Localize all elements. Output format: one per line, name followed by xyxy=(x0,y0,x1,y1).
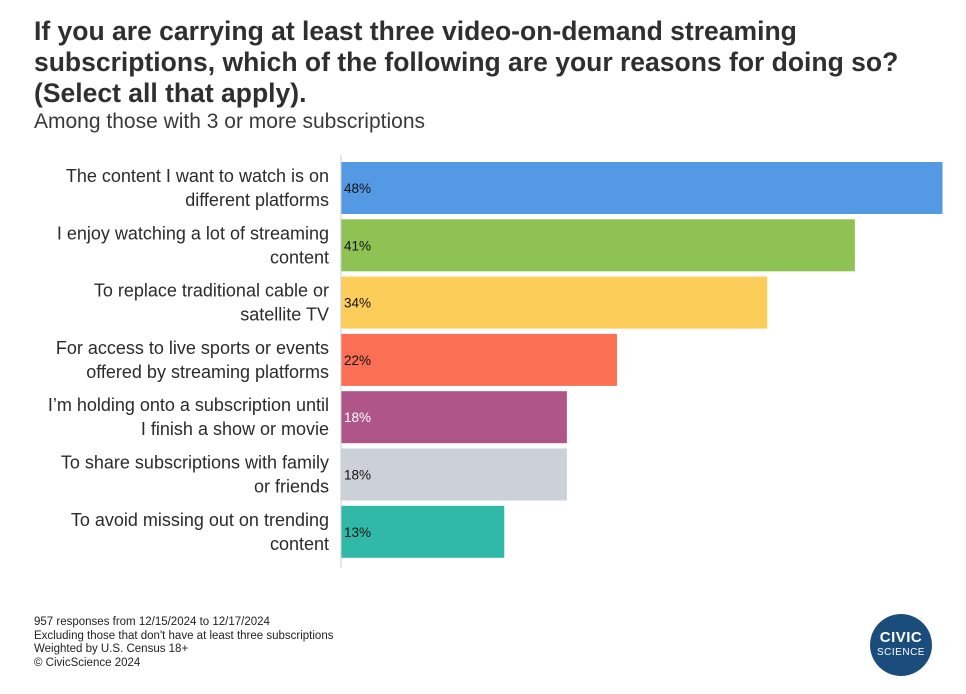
category-label-6-line-1: To share subscriptions with family xyxy=(61,453,329,473)
category-label-5: I’m holding onto a subscription until I f… xyxy=(48,395,329,439)
bar-value-label-7: 13% xyxy=(344,525,371,540)
category-label-1-line-2: different platforms xyxy=(185,190,329,210)
bar-value-label-3: 34% xyxy=(344,296,371,311)
footer-copyright: © CivicScience 2024 xyxy=(34,656,141,669)
category-label-2-line-2: content xyxy=(270,247,329,267)
bar-value-label-5: 18% xyxy=(344,410,371,425)
bar-value-label-4: 22% xyxy=(344,353,371,368)
category-label-2: I enjoy watching a lot of streaming conte… xyxy=(57,223,329,267)
bar-6 xyxy=(341,448,567,501)
footer-weighting: Weighted by U.S. Census 18+ xyxy=(34,643,189,656)
civicscience-logo: CIVIC SCIENCE xyxy=(870,614,932,676)
category-label-3: To replace traditional cable or satellite… xyxy=(94,281,329,325)
bar-7 xyxy=(341,505,505,558)
category-label-6-line-2: or friends xyxy=(254,477,329,497)
bar-value-label-6: 18% xyxy=(344,468,371,483)
category-label-7-line-2: content xyxy=(270,534,329,554)
footer-exclusion: Excluding those that don't have at least… xyxy=(34,629,334,642)
bar-chart: 48% The content I want to watch is on diff… xyxy=(0,150,966,575)
footer-responses: 957 responses from 12/15/2024 to 12/17/2… xyxy=(34,616,270,628)
category-label-6: To share subscriptions with family or fri… xyxy=(61,453,329,497)
chart-subtitle: Among those with 3 or more subscriptions xyxy=(34,110,426,133)
bar-value-label-1: 48% xyxy=(344,181,371,196)
category-label-4-line-2: offered by streaming platforms xyxy=(86,362,329,382)
bar-value-label-2: 41% xyxy=(344,238,371,253)
category-label-1-line-1: The content I want to watch is on xyxy=(66,166,329,186)
category-label-4-line-1: For access to live sports or events xyxy=(56,338,329,358)
bar-2 xyxy=(341,219,855,272)
bar-5 xyxy=(341,391,567,444)
bar-4 xyxy=(341,333,617,386)
logo-line-2: SCIENCE xyxy=(877,647,925,658)
category-label-5-line-2: I finish a show or movie xyxy=(141,419,329,439)
bar-chart-svg: 48% The content I want to watch is on diff… xyxy=(48,155,943,568)
category-label-2-line-1: I enjoy watching a lot of streaming xyxy=(57,223,329,243)
logo-line-1: CIVIC xyxy=(879,629,923,646)
category-label-7: To avoid missing out on trending content xyxy=(71,510,329,554)
category-label-3-line-1: To replace traditional cable or xyxy=(94,281,329,301)
category-label-5-line-1: I’m holding onto a subscription until xyxy=(48,395,329,415)
category-label-3-line-2: satellite TV xyxy=(240,305,329,325)
bar-3 xyxy=(341,276,768,329)
category-label-1: The content I want to watch is on differe… xyxy=(66,166,329,210)
footer-notes: 957 responses from 12/15/2024 to 12/17/2… xyxy=(34,616,333,670)
bar-1 xyxy=(341,162,943,214)
chart-title: If you are carrying at least three video… xyxy=(34,16,899,108)
category-label-7-line-1: To avoid missing out on trending xyxy=(71,510,329,530)
category-label-4: For access to live sports or events offer… xyxy=(56,338,329,382)
